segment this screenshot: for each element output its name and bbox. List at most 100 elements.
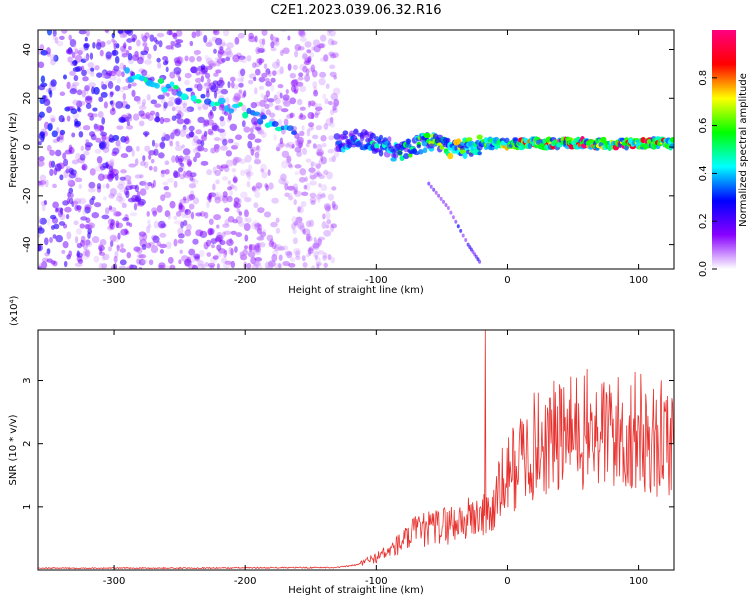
heatmap-cell xyxy=(293,188,298,195)
x-tick-label: 0 xyxy=(504,576,510,587)
heatmap-cell xyxy=(246,217,252,224)
heatmap-cell xyxy=(322,93,327,100)
heatmap-cell xyxy=(119,176,126,181)
heatmap-cell xyxy=(254,68,261,76)
heatmap-cell xyxy=(418,148,424,155)
heatmap-cell xyxy=(271,253,278,262)
heatmap-cell xyxy=(147,219,151,225)
heatmap-cell xyxy=(53,223,60,230)
heatmap-cell xyxy=(318,103,322,108)
heatmap-cell xyxy=(242,248,248,256)
heatmap-cell xyxy=(85,30,90,37)
heatmap-cell xyxy=(209,228,215,235)
heatmap-cell xyxy=(184,212,192,219)
heatmap-cell xyxy=(73,44,77,51)
heatmap-cell xyxy=(119,259,127,266)
heatmap-cell xyxy=(157,152,165,159)
heatmap-cell xyxy=(297,30,306,37)
heatmap-cell xyxy=(258,206,263,211)
heatmap-cell xyxy=(188,194,196,200)
heatmap-cell xyxy=(125,145,133,153)
heatmap-cell xyxy=(446,206,450,210)
heatmap-cell xyxy=(275,144,283,150)
heatmap-cell xyxy=(85,102,92,110)
heatmap-cell xyxy=(199,69,205,75)
heatmap-cell xyxy=(77,49,83,56)
colorbar-tick-label: 0.8 xyxy=(698,70,709,86)
heatmap-cell xyxy=(202,103,209,111)
heatmap-cell xyxy=(232,158,237,167)
heatmap-cell xyxy=(308,124,313,132)
heatmap-cell xyxy=(89,52,94,60)
heatmap-cell xyxy=(297,206,304,214)
heatmap-cell xyxy=(331,52,339,58)
heatmap-cell xyxy=(301,255,306,262)
heatmap-cell xyxy=(219,145,228,151)
heatmap-cell xyxy=(56,136,61,142)
heatmap-cell xyxy=(206,239,211,247)
heatmap-cell xyxy=(162,132,167,139)
heatmap-cell xyxy=(222,262,231,269)
heatmap-cell xyxy=(213,48,217,54)
heatmap-cell xyxy=(191,138,197,147)
heatmap-cell xyxy=(205,72,211,79)
heatmap-cell xyxy=(387,136,392,143)
heatmap-cell xyxy=(331,155,336,163)
heatmap-cell xyxy=(213,30,218,34)
heatmap-cell xyxy=(243,90,247,98)
heatmap-cell xyxy=(127,83,132,89)
heatmap-cell xyxy=(67,179,76,188)
heatmap-cell xyxy=(290,84,297,93)
heatmap-cell xyxy=(253,76,257,82)
heatmap-cell xyxy=(93,202,102,208)
colorbar-tick-label: 0.4 xyxy=(698,165,709,181)
heatmap-cell xyxy=(275,217,280,223)
heatmap-cell xyxy=(158,262,166,269)
heatmap-cell xyxy=(82,252,90,260)
heatmap-cell xyxy=(234,246,238,253)
heatmap-cell xyxy=(247,140,253,149)
heatmap-cell xyxy=(241,58,247,64)
heatmap-cell xyxy=(239,251,244,257)
heatmap-cell xyxy=(88,82,96,88)
heatmap-cell xyxy=(115,220,120,229)
heatmap-cell xyxy=(342,130,349,136)
heatmap-cell xyxy=(254,87,258,95)
heatmap-cell xyxy=(193,253,201,259)
heatmap-cell xyxy=(228,108,235,114)
heatmap-cell xyxy=(297,140,303,149)
heatmap-cell xyxy=(284,192,290,198)
heatmap-cell xyxy=(38,266,43,269)
heatmap-cell xyxy=(320,155,324,162)
heatmap-cell xyxy=(59,129,66,136)
heatmap-cell xyxy=(191,31,197,39)
heatmap-cell xyxy=(313,250,320,258)
heatmap-cell xyxy=(268,102,274,107)
heatmap-cell xyxy=(299,224,306,232)
heatmap-cell xyxy=(265,184,269,191)
heatmap-cell xyxy=(100,131,108,137)
heatmap-cell xyxy=(223,250,227,258)
heatmap-cell xyxy=(326,171,333,180)
heatmap-cell xyxy=(169,81,175,87)
heatmap-cell xyxy=(258,76,266,83)
heatmap-cell xyxy=(268,260,276,268)
heatmap-cell xyxy=(214,169,221,177)
heatmap-cell xyxy=(298,31,306,38)
heatmap-cell xyxy=(244,209,249,218)
heatmap-cell xyxy=(258,85,265,91)
heatmap-cell xyxy=(353,128,359,136)
heatmap-cell xyxy=(265,90,271,98)
heatmap-cell xyxy=(266,234,274,242)
heatmap-cell xyxy=(157,94,165,100)
heatmap-cell xyxy=(49,90,53,98)
heatmap-cell xyxy=(119,62,125,70)
heatmap-cell xyxy=(78,197,87,205)
heatmap-cell xyxy=(140,50,149,56)
heatmap-cell xyxy=(329,223,335,232)
heatmap-cell xyxy=(332,87,341,96)
heatmap-cell xyxy=(262,228,267,235)
heatmap-cell xyxy=(78,183,83,190)
heatmap-cell xyxy=(99,125,104,133)
heatmap-cell xyxy=(289,72,296,79)
